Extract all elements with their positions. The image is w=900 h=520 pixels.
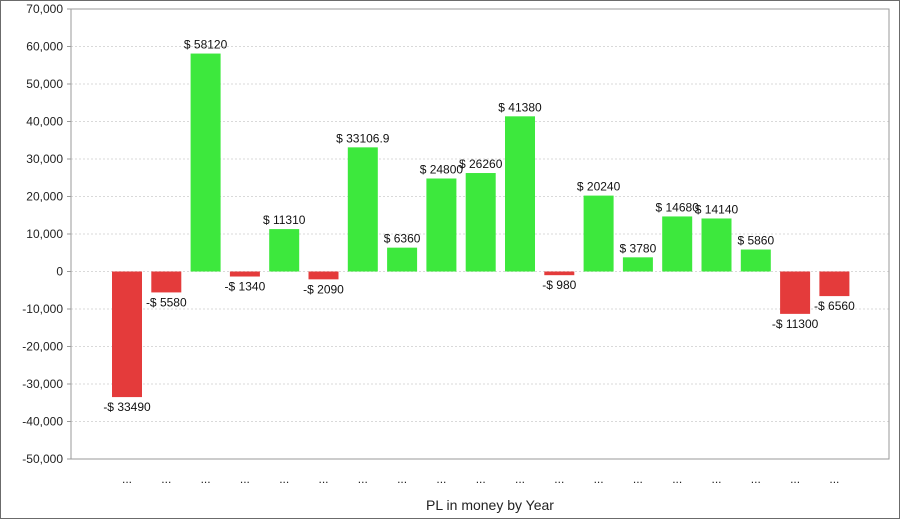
y-tick-label: 70,000	[26, 2, 63, 16]
y-tick-label: 10,000	[26, 227, 63, 241]
bars	[112, 53, 850, 398]
bar-data-label: $ 14680	[656, 200, 700, 214]
x-tick-label: ...	[711, 472, 721, 486]
bar	[622, 257, 653, 272]
x-tick-label: ...	[515, 472, 525, 486]
bar-data-label: -$ 2090	[303, 282, 344, 296]
x-tick-label: ...	[161, 472, 171, 486]
y-tick-label: 50,000	[26, 77, 63, 91]
bar	[308, 271, 339, 280]
bar	[465, 173, 496, 272]
bar-data-label: -$ 1340	[225, 280, 266, 294]
bar	[740, 249, 771, 272]
bar	[780, 271, 811, 314]
x-tick-label: ...	[240, 472, 250, 486]
x-axis-label: PL in money by Year	[426, 497, 554, 513]
bar	[269, 229, 300, 272]
bar	[701, 218, 732, 272]
x-tick-label: ...	[436, 472, 446, 486]
bar	[347, 147, 378, 272]
x-tick-label: ...	[476, 472, 486, 486]
bar	[387, 247, 418, 272]
bar-data-label: $ 11310	[263, 213, 306, 227]
y-tick-label: -20,000	[22, 340, 63, 354]
bar-data-label: -$ 5580	[146, 295, 187, 309]
bar-data-label: -$ 980	[542, 278, 576, 292]
bar	[819, 271, 850, 297]
bar-data-label: $ 20240	[577, 180, 621, 194]
bar	[229, 271, 260, 277]
x-tick-label: ...	[358, 472, 368, 486]
bar-data-label: $ 6360	[384, 232, 421, 246]
x-tick-label: ...	[672, 472, 682, 486]
plot-area	[70, 8, 890, 460]
bar-data-label: $ 24800	[420, 163, 464, 177]
bar-data-label: $ 41380	[498, 100, 542, 114]
bar-data-label: $ 26260	[459, 157, 503, 171]
bar	[190, 53, 221, 272]
bar	[426, 178, 457, 272]
bar-data-label: -$ 33490	[103, 400, 151, 414]
bar	[112, 271, 142, 398]
bar-data-label: $ 58120	[184, 38, 228, 52]
x-tick-label: ...	[122, 472, 132, 486]
x-tick-label: ...	[790, 472, 800, 486]
y-tick-label: 60,000	[26, 40, 63, 54]
bar	[151, 271, 182, 293]
y-tick-label: 30,000	[26, 152, 63, 166]
x-tick-label: ...	[594, 472, 604, 486]
y-tick-label: -30,000	[22, 377, 63, 391]
x-tick-label: ...	[318, 472, 328, 486]
bar-data-label: $ 3780	[620, 241, 657, 255]
bar-data-label: $ 5860	[737, 234, 774, 248]
x-tick-label: ...	[554, 472, 564, 486]
y-tick-label: -10,000	[22, 302, 63, 316]
bar-data-label: -$ 11300	[772, 317, 819, 331]
x-axis: ........................................…	[122, 472, 839, 486]
bar	[505, 116, 535, 272]
x-tick-label: ...	[829, 472, 839, 486]
y-tick-label: 40,000	[26, 115, 63, 129]
bar	[662, 216, 693, 272]
bar-data-label: $ 33106.9	[336, 131, 390, 145]
bar-data-label: -$ 6560	[814, 299, 855, 313]
y-tick-label: -50,000	[22, 452, 63, 466]
y-axis: 70,000 60,000 50,000 40,000 30,000 20,000 10,0…	[22, 2, 890, 466]
y-tick-label: -40,000	[22, 415, 63, 429]
x-tick-label: ...	[279, 472, 289, 486]
bar	[583, 195, 614, 272]
bar-data-label: $ 14140	[695, 202, 739, 216]
bar	[544, 271, 575, 276]
x-tick-label: ...	[397, 472, 407, 486]
x-tick-label: ...	[633, 472, 643, 486]
x-tick-label: ...	[201, 472, 211, 486]
data-labels: -$ 33490 -$ 5580 $ 58120 -$ 1340 $ 11310 -$ 2…	[103, 38, 855, 415]
y-tick-label: 0	[56, 265, 63, 279]
y-tick-label: 20,000	[26, 190, 63, 204]
x-tick-label: ...	[751, 472, 761, 486]
